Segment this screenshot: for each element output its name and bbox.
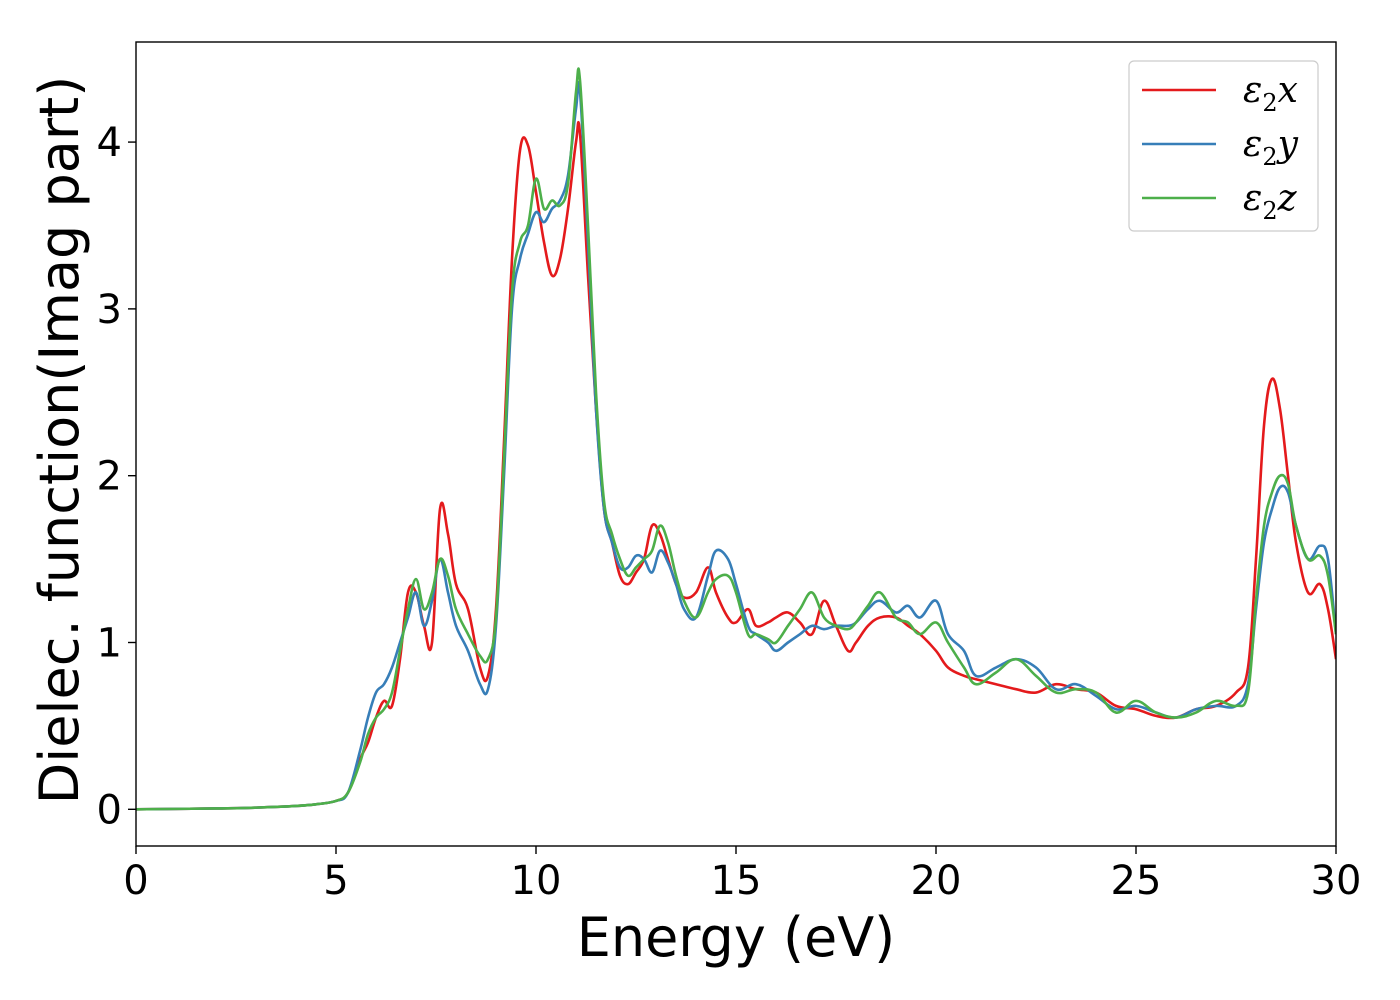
legend: ε2x ε2y ε2z [1128,60,1319,232]
y-tick-label: 1 [97,620,122,666]
legend-box [1128,60,1319,232]
x-tick-label: 20 [911,858,962,904]
y-axis: 0 1 2 3 4 [97,120,136,833]
series-line-3 [136,67,1336,811]
y-tick-label: 4 [97,120,122,166]
legend-label: ε2y [1243,124,1299,171]
series-layer [136,67,1336,811]
x-axis-title: Energy (eV) [577,906,896,969]
x-tick-label: 25 [1111,858,1162,904]
legend-label: ε2z [1243,178,1298,225]
x-axis: 0 5 10 15 20 25 30 [123,846,1361,904]
y-tick-label: 2 [97,454,122,500]
y-tick-label: 3 [97,287,122,333]
x-tick-label: 5 [323,858,348,904]
y-tick-label: 0 [97,787,122,833]
x-tick-label: 10 [511,858,562,904]
legend-label: ε2x [1243,70,1298,117]
y-axis-title: Dielec. function(Imag part) [28,76,91,805]
x-tick-label: 0 [123,858,148,904]
x-tick-label: 30 [1311,858,1362,904]
x-tick-label: 15 [711,858,762,904]
